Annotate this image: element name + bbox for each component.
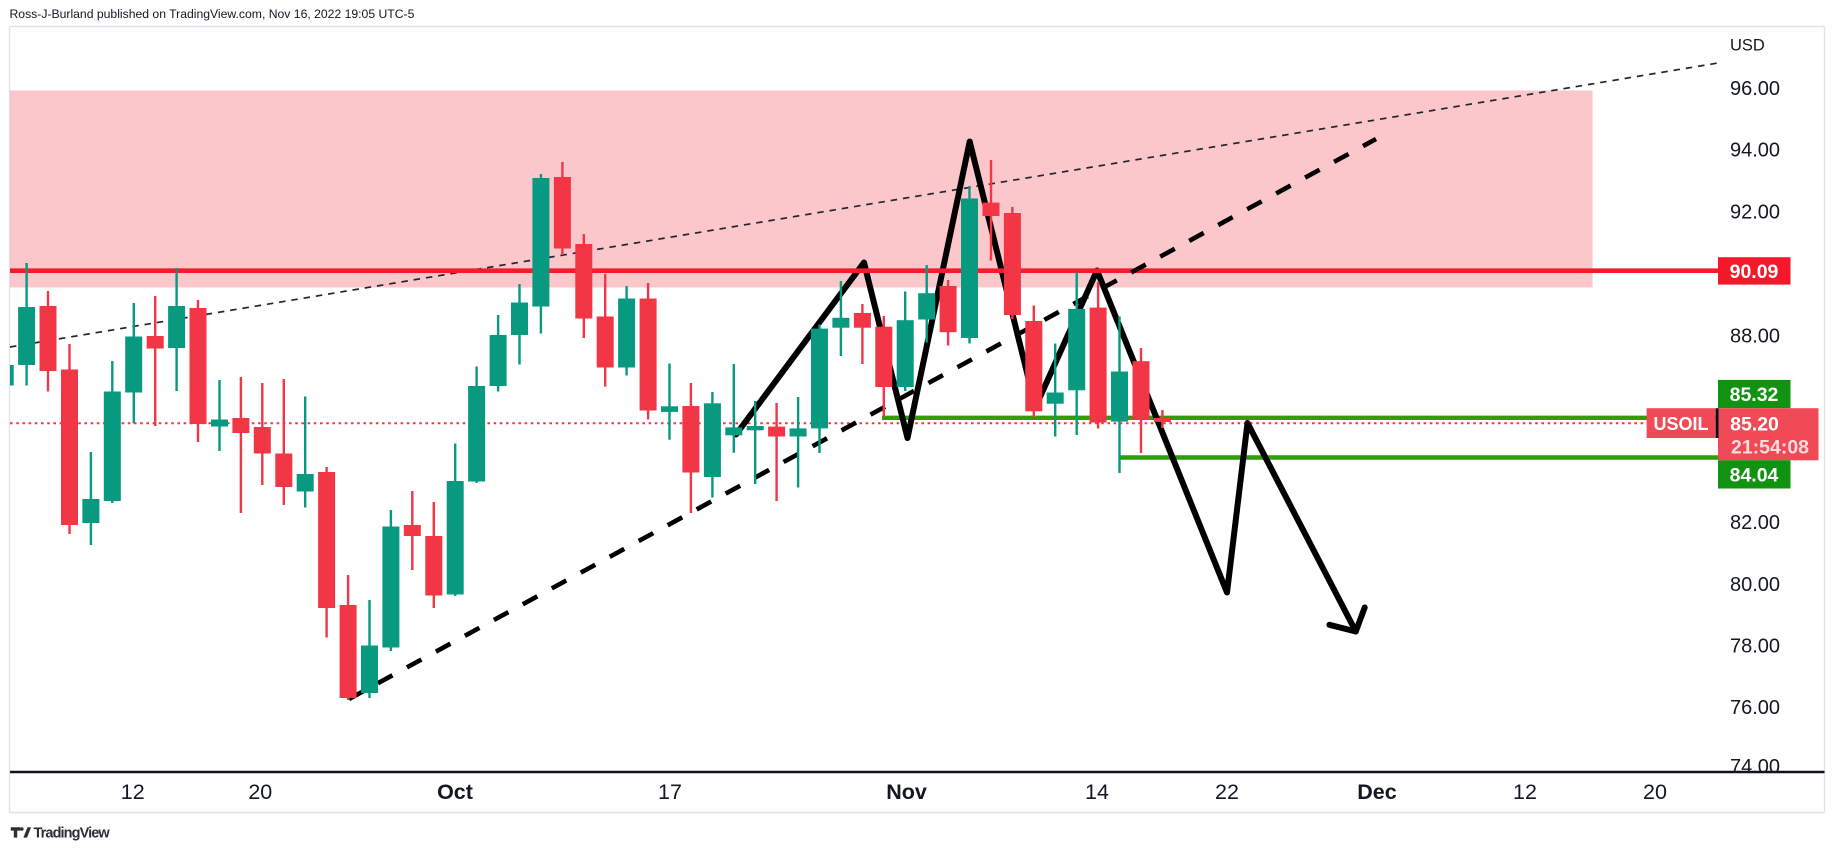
svg-text:Dec: Dec: [1357, 780, 1396, 804]
svg-text:14: 14: [1085, 780, 1109, 804]
svg-text:96.00: 96.00: [1730, 78, 1780, 100]
svg-text:17: 17: [658, 780, 682, 804]
svg-text:Oct: Oct: [437, 780, 473, 804]
svg-text:82.00: 82.00: [1730, 512, 1780, 534]
svg-text:94.00: 94.00: [1730, 140, 1780, 162]
svg-text:90.09: 90.09: [1730, 261, 1779, 283]
svg-text:20: 20: [248, 780, 272, 804]
svg-text:USD: USD: [1730, 37, 1765, 55]
svg-text:21:54:08: 21:54:08: [1731, 437, 1809, 459]
svg-text:20: 20: [1643, 780, 1667, 804]
svg-text:88.00: 88.00: [1730, 326, 1780, 348]
svg-text:85.32: 85.32: [1730, 384, 1779, 406]
svg-text:TradingView: TradingView: [34, 826, 111, 842]
svg-text:84.04: 84.04: [1730, 465, 1779, 487]
svg-text:76.00: 76.00: [1730, 697, 1780, 719]
svg-text:85.20: 85.20: [1730, 414, 1779, 436]
svg-text:80.00: 80.00: [1730, 574, 1780, 596]
svg-text:78.00: 78.00: [1730, 636, 1780, 658]
svg-text:12: 12: [121, 780, 145, 804]
svg-text:Nov: Nov: [886, 780, 927, 804]
svg-text:74.00: 74.00: [1730, 756, 1780, 778]
svg-text:12: 12: [1513, 780, 1537, 804]
svg-text:22: 22: [1215, 780, 1239, 804]
svg-text:92.00: 92.00: [1730, 202, 1780, 224]
svg-text:USOIL: USOIL: [1653, 414, 1708, 434]
svg-text:Ross-J-Burland published on Tr: Ross-J-Burland published on TradingView.…: [10, 7, 415, 21]
